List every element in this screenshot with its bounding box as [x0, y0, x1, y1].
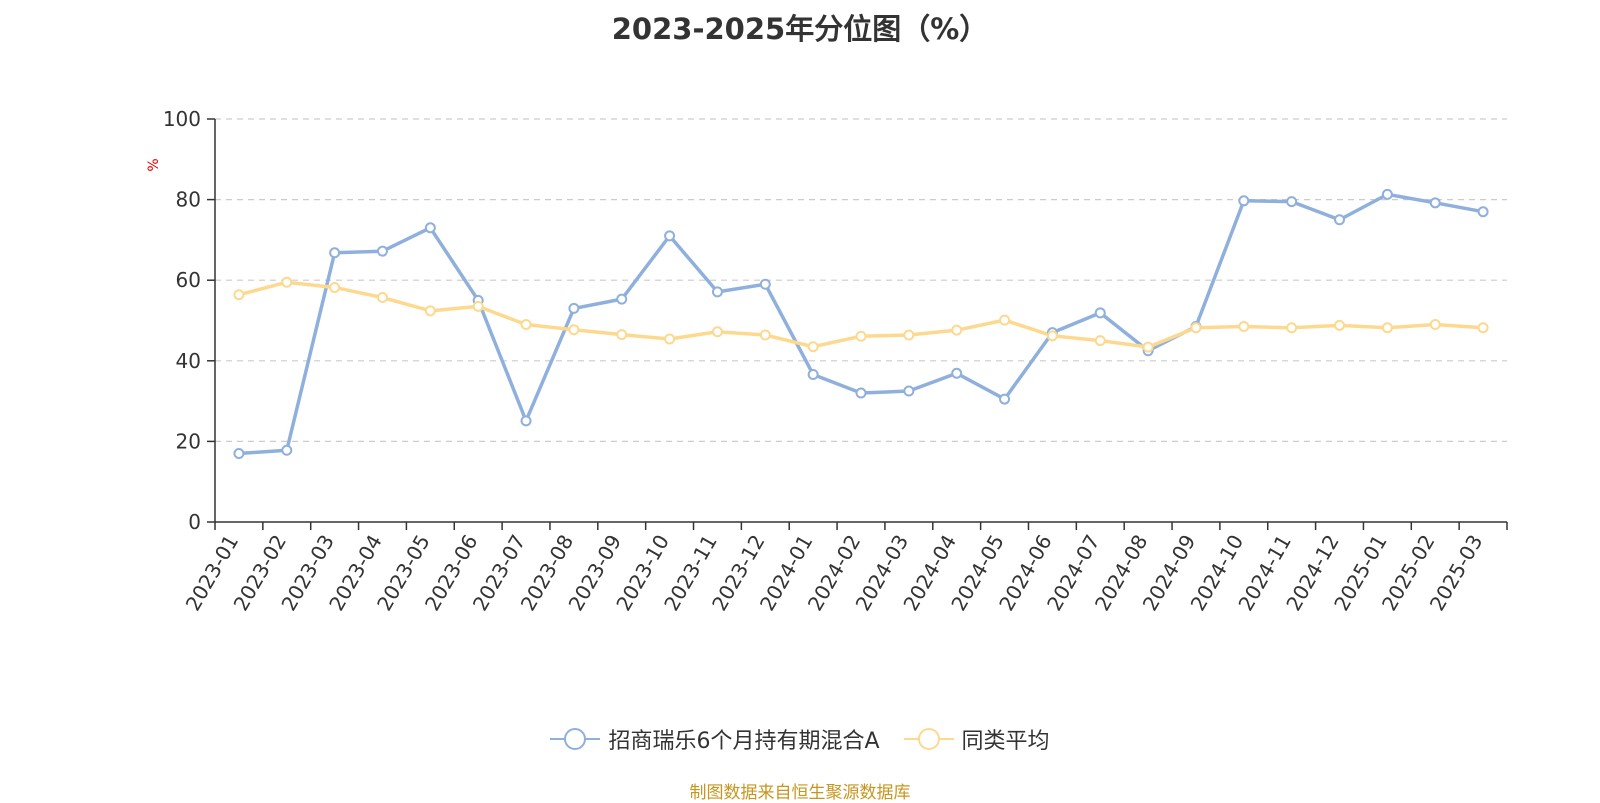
data-point-series-0[interactable] [376, 245, 388, 257]
data-point-series-1[interactable] [281, 276, 293, 288]
data-point-series-1[interactable] [376, 292, 388, 304]
data-point-series-1[interactable] [1477, 322, 1489, 334]
data-point-series-1[interactable] [759, 329, 771, 341]
y-tick-label: 20 [176, 429, 201, 453]
legend-label-average: 同类平均 [961, 729, 1050, 754]
data-point-series-1[interactable] [1190, 322, 1202, 334]
data-point-series-0[interactable] [807, 369, 819, 381]
data-point-series-0[interactable] [711, 286, 723, 298]
series-points [233, 188, 1489, 459]
data-point-series-0[interactable] [664, 230, 676, 242]
y-tick-label: 40 [176, 349, 201, 373]
data-point-series-1[interactable] [664, 333, 676, 345]
data-point-series-1[interactable] [1381, 322, 1393, 334]
chart-title: 2023-2025年分位图（%） [611, 12, 989, 46]
data-point-series-1[interactable] [1094, 335, 1106, 347]
data-point-series-0[interactable] [520, 415, 532, 427]
line-chart: 0 20 40 60 80 100 2023-012023-022023-032023-0… [146, 107, 1508, 615]
data-point-series-0[interactable] [1381, 188, 1393, 200]
data-point-series-0[interactable] [1094, 307, 1106, 319]
legend-marker-average-icon [903, 728, 954, 750]
data-point-series-1[interactable] [424, 305, 436, 317]
y-tick-label: 100 [163, 107, 201, 131]
data-point-series-1[interactable] [1238, 321, 1250, 333]
data-point-series-1[interactable] [1334, 319, 1346, 331]
y-axis-ticks: 0 20 40 60 80 100 [163, 107, 215, 534]
data-point-series-0[interactable] [329, 247, 341, 259]
data-point-series-0[interactable] [951, 367, 963, 379]
data-point-series-0[interactable] [855, 387, 867, 399]
y-tick-label: 60 [176, 268, 201, 292]
data-point-series-0[interactable] [1238, 195, 1250, 207]
data-point-series-1[interactable] [520, 319, 532, 331]
data-point-series-0[interactable] [233, 447, 245, 459]
data-point-series-1[interactable] [951, 324, 963, 336]
data-point-series-0[interactable] [999, 393, 1011, 405]
y-axis-unit-label: % [146, 158, 162, 171]
data-point-series-1[interactable] [233, 289, 245, 301]
y-tick-label: 0 [188, 510, 201, 534]
data-point-series-1[interactable] [711, 326, 723, 338]
data-point-series-0[interactable] [616, 293, 628, 305]
series-line-0 [238, 192, 1484, 456]
x-axis-ticks: 2023-012023-022023-032023-042023-052023-… [181, 522, 1508, 615]
data-point-series-0[interactable] [903, 385, 915, 397]
data-point-series-1[interactable] [807, 341, 819, 353]
data-point-series-0[interactable] [424, 222, 436, 234]
data-point-series-0[interactable] [281, 444, 293, 456]
data-point-series-0[interactable] [1477, 206, 1489, 218]
data-point-series-1[interactable] [568, 324, 580, 336]
data-point-series-1[interactable] [616, 329, 628, 341]
data-point-series-1[interactable] [329, 281, 341, 293]
legend-item-fund[interactable]: 招商瑞乐6个月持有期混合A [550, 723, 880, 755]
data-point-series-0[interactable] [1334, 214, 1346, 226]
data-point-series-1[interactable] [1286, 322, 1298, 334]
series-lines [238, 192, 1484, 456]
data-point-series-0[interactable] [1429, 197, 1441, 209]
axes [214, 119, 1507, 523]
data-point-series-0[interactable] [1286, 196, 1298, 208]
legend: 招商瑞乐6个月持有期混合A 同类平均 [0, 722, 1600, 756]
legend-label-fund: 招商瑞乐6个月持有期混合A [608, 729, 880, 754]
data-point-series-1[interactable] [1142, 341, 1154, 353]
data-point-series-0[interactable] [568, 302, 580, 314]
y-tick-label: 80 [176, 188, 201, 212]
data-point-series-1[interactable] [903, 329, 915, 341]
data-point-series-1[interactable] [855, 330, 867, 342]
data-point-series-1[interactable] [999, 314, 1011, 326]
data-point-series-1[interactable] [472, 300, 484, 312]
data-point-series-1[interactable] [1046, 330, 1058, 342]
legend-marker-fund-icon [550, 728, 601, 750]
legend-item-average[interactable]: 同类平均 [903, 723, 1050, 755]
data-point-series-1[interactable] [1429, 319, 1441, 331]
data-source-note: 制图数据来自恒生聚源数据库 [689, 783, 911, 803]
data-point-series-0[interactable] [759, 278, 771, 290]
